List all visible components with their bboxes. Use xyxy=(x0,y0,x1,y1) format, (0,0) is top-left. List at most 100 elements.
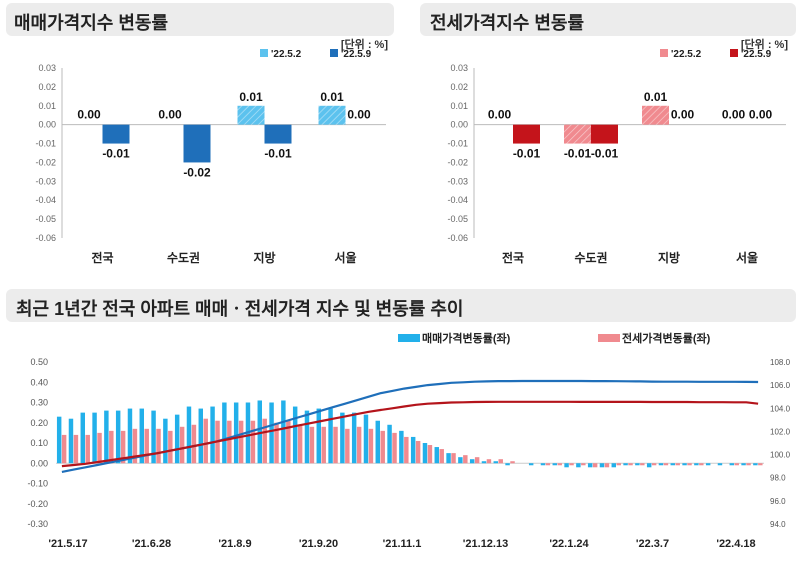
trend-bar xyxy=(132,428,138,464)
trend-bar xyxy=(363,414,369,464)
y-left-tick-label: 0.30 xyxy=(30,398,48,408)
trend-bar xyxy=(604,463,610,468)
bar xyxy=(237,105,265,125)
trend-bar xyxy=(758,463,763,466)
trend-bar xyxy=(557,463,562,466)
trend-bar xyxy=(569,463,574,466)
trend-bar xyxy=(274,422,279,464)
jeonse-change-chart: [단위 : %]'22.5.2'22.5.90.030.020.010.00-0… xyxy=(447,37,788,265)
trend-bar xyxy=(286,420,291,464)
x-tick-label: '22.4.18 xyxy=(716,538,755,550)
trend-bar xyxy=(493,461,498,464)
trend-bar xyxy=(139,408,144,464)
data-label: 0.01 xyxy=(239,90,263,104)
legend-swatch xyxy=(598,334,620,342)
trend-bar xyxy=(104,410,109,464)
trend-bar xyxy=(109,430,114,464)
trend-bar xyxy=(115,410,121,464)
bar xyxy=(564,124,591,144)
data-label: -0.01 xyxy=(264,147,292,161)
y-left-tick-label: -0.20 xyxy=(27,499,48,509)
x-tick-label: '21.9.20 xyxy=(299,538,338,550)
data-label: 0.00 xyxy=(671,108,695,122)
trend-bar xyxy=(635,463,640,466)
category-label: 지방 xyxy=(253,250,275,265)
trend-bar xyxy=(56,416,62,464)
legend-label: '22.5.9 xyxy=(341,49,372,60)
trend-bar xyxy=(616,463,621,466)
trend-bar xyxy=(269,402,274,464)
trend-bar xyxy=(576,463,581,468)
y-right-tick-label: 100.0 xyxy=(770,451,791,460)
trend-bar xyxy=(304,410,310,464)
y-tick-label: -0.04 xyxy=(35,195,56,205)
y-left-tick-label: -0.30 xyxy=(27,519,48,529)
category-label: 지방 xyxy=(658,250,680,265)
legend-swatch xyxy=(660,49,668,57)
legend-label: 매매가격변동률(좌) xyxy=(422,331,511,345)
trend-bar xyxy=(651,463,657,466)
y-tick-label: 0.03 xyxy=(450,63,468,73)
y-left-tick-label: 0.50 xyxy=(30,357,48,367)
trend-bar xyxy=(469,459,475,464)
jeonse-title-bar xyxy=(420,3,796,36)
bar xyxy=(318,105,346,125)
trend-bar xyxy=(734,463,739,466)
trend-bar xyxy=(670,463,675,466)
trend-bar xyxy=(151,410,156,464)
trend-bar xyxy=(73,434,79,464)
unit-label: [단위 : %] xyxy=(341,37,388,51)
trend-chart: 매매가격변동률(좌) 전세가격변동률(좌) 0.50 0.40 0.30 0.20 0.10… xyxy=(27,331,791,550)
trend-bar xyxy=(640,463,645,466)
trend-bar xyxy=(741,463,746,466)
trend-bar xyxy=(510,461,515,464)
trend-bar xyxy=(540,463,546,466)
trend-bar xyxy=(144,428,149,464)
y-left-tick-label: 0.20 xyxy=(30,418,48,428)
legend-label: 전세가격변동률(좌) xyxy=(622,331,711,345)
trend-bar xyxy=(427,445,433,464)
trend-bar xyxy=(682,463,687,466)
trend-bar xyxy=(233,402,239,464)
trend-bar xyxy=(663,463,669,466)
trend-bar xyxy=(687,463,692,466)
trend-bar xyxy=(729,463,734,466)
y-right-tick-label: 104.0 xyxy=(770,404,791,413)
trend-bar xyxy=(699,463,704,466)
trend-bar xyxy=(486,459,492,464)
legend-label: '22.5.2 xyxy=(271,49,302,60)
y-left-tick-label: 0.10 xyxy=(30,438,48,448)
legend-swatch xyxy=(398,334,420,342)
trend-bar xyxy=(599,463,605,468)
bar xyxy=(102,124,130,144)
trend-bar xyxy=(309,426,315,464)
trend-bar xyxy=(186,406,192,464)
trend-bar xyxy=(399,430,404,464)
trend-bar xyxy=(446,453,451,464)
category-label: 수도권 xyxy=(167,251,200,265)
trend-bar xyxy=(356,426,362,464)
trend-title-bar xyxy=(6,289,796,322)
legend-label: '22.5.9 xyxy=(741,49,772,60)
trend-bar xyxy=(375,420,380,464)
trend-bar xyxy=(415,440,421,464)
bar xyxy=(591,124,618,144)
y-tick-label: -0.05 xyxy=(35,214,56,224)
trend-bar xyxy=(163,418,168,464)
trend-bar xyxy=(439,449,444,464)
trend-bar xyxy=(203,418,208,464)
trend-bar xyxy=(746,463,751,466)
y-tick-label: -0.01 xyxy=(35,139,56,149)
trend-bar xyxy=(92,412,97,464)
trend-bar xyxy=(528,463,534,466)
y-left-tick-label: 0.00 xyxy=(30,458,48,468)
y-tick-label: 0.00 xyxy=(38,120,56,130)
category-label: 서울 xyxy=(736,250,758,265)
trend-bar xyxy=(368,428,374,464)
trend-bar xyxy=(705,463,711,466)
x-tick-label: '21.6.28 xyxy=(132,538,171,550)
y-tick-label: -0.05 xyxy=(447,214,468,224)
legend-swatch xyxy=(730,49,738,57)
trend-bar xyxy=(498,459,503,464)
bar xyxy=(264,124,292,144)
